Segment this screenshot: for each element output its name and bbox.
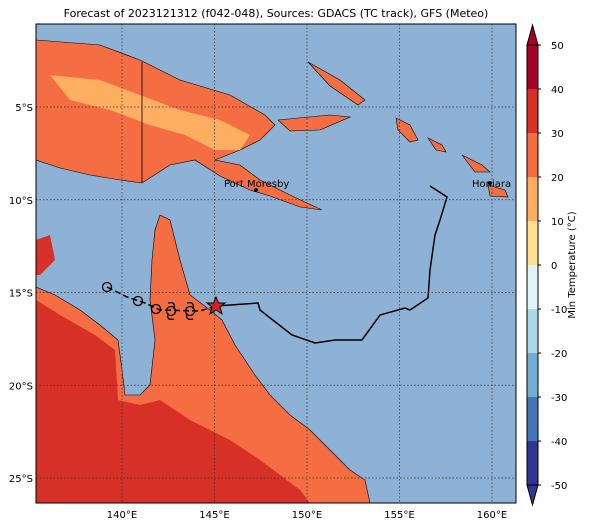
- colorbar-tick-label: 50: [551, 41, 564, 52]
- lat-tick-label: 10°S: [9, 196, 33, 207]
- storm-positions: [101, 281, 196, 321]
- colorbar-extend: [526, 23, 539, 46]
- city-label: Port Moresby: [224, 179, 289, 190]
- colorbar-swatch: [527, 441, 538, 485]
- colorbar-tick-label: 10: [551, 217, 564, 228]
- lon-tick-label: 150°E: [292, 510, 322, 521]
- colorbar-swatch: [527, 353, 538, 397]
- lon-tick-label: 145°E: [199, 510, 229, 521]
- lat-tick-label: 15°S: [9, 289, 33, 300]
- title: Forecast of 2023121312 (f042-048), Sourc…: [64, 7, 489, 20]
- lon-tick-label: 160°E: [477, 510, 507, 521]
- colorbar-extend: [526, 484, 539, 507]
- colorbar: 50 40 30 20 10 0 -10 -20 -30 -40 -50: [526, 23, 567, 507]
- lat-tick-label: 20°S: [9, 381, 33, 392]
- lon-tick-label: 140°E: [107, 510, 137, 521]
- colorbar-swatch: [527, 309, 538, 353]
- colorbar-label: Min Temperature (°C): [567, 211, 578, 318]
- colorbar-tick-label: 40: [551, 85, 564, 96]
- colorbar-swatch: [527, 45, 538, 89]
- colorbar-tick-label: -30: [551, 393, 567, 404]
- colorbar-tick-label: 0: [551, 261, 557, 272]
- map: Port Moresby Honiara: [35, 23, 517, 504]
- lon-tick-label: 155°E: [384, 510, 414, 521]
- colorbar-swatch: [527, 89, 538, 133]
- colorbar-swatch: [527, 397, 538, 441]
- colorbar-swatch: [527, 177, 538, 221]
- colorbar-swatch: [527, 133, 538, 177]
- colorbar-tick-label: 20: [551, 173, 564, 184]
- colorbar-tick-label: -40: [551, 437, 567, 448]
- city-label: Honiara: [472, 179, 511, 190]
- colorbar-tick-label: -50: [551, 481, 567, 492]
- colorbar-tick-label: 30: [551, 129, 564, 140]
- colorbar-swatch: [527, 265, 538, 309]
- lat-tick-label: 5°S: [15, 103, 33, 114]
- colorbar-swatch: [527, 221, 538, 265]
- lat-tick-label: 25°S: [9, 474, 33, 485]
- colorbar-tick-label: -20: [551, 349, 567, 360]
- current-position: [205, 295, 227, 316]
- colorbar-tick-label: -10: [551, 305, 567, 316]
